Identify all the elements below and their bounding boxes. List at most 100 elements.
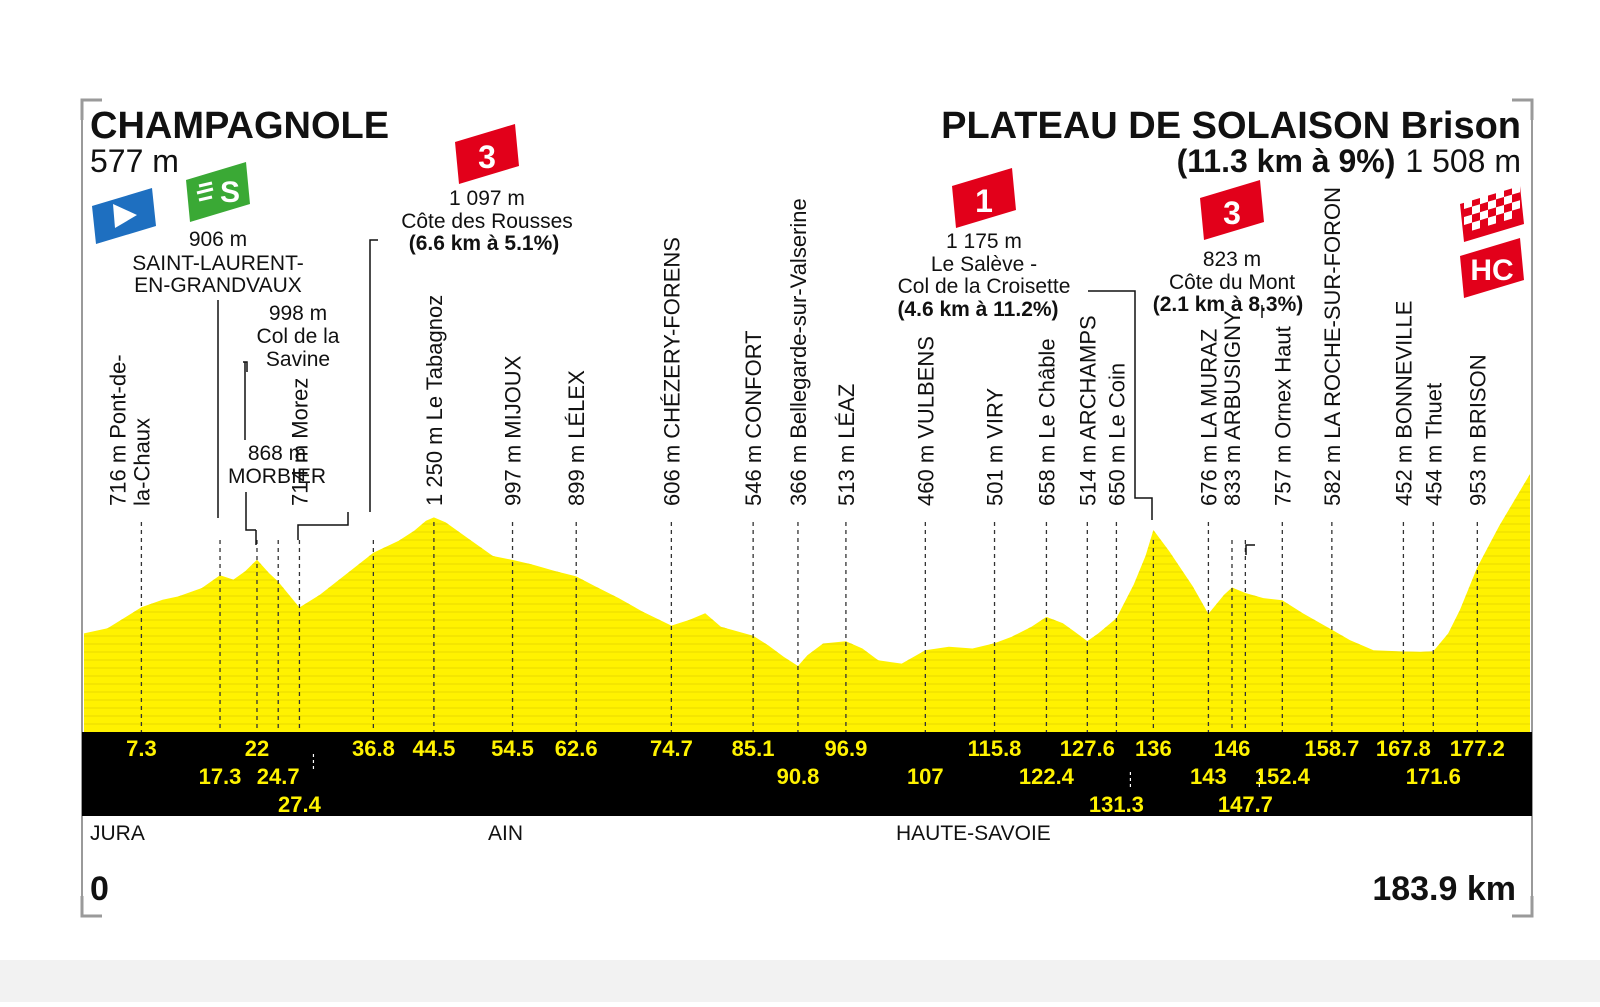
annotation-savine: 998 m Col de la Savine [257,302,340,371]
km-label: 85.1 [732,736,775,761]
finish-altitude: 1 508 m [1405,143,1521,179]
vertical-town-label-line: 757 m Ornex Haut [1270,326,1295,506]
km-label: 152.4 [1255,764,1311,789]
hc-badge-label: HC [1470,254,1513,287]
finish-checkered-flag-icon [1460,184,1524,242]
km-band-ticks [312,754,1260,790]
sprint-badge-label: S [220,176,240,209]
annotation-mont: 823 m Côte du Mont (2.1 km à 8.3%) [1153,248,1304,316]
vertical-town-label-line: 833 m ARBUSIGNY [1220,310,1245,506]
km-label: 17.3 [199,764,242,789]
km-band [82,732,1532,816]
start-name: CHAMPAGNOLE [90,105,389,147]
vertical-town-label-line: 658 m Le Châble [1034,338,1059,506]
vertical-town-label-line: 714 m Morez [287,378,312,506]
km-label: 44.5 [412,736,455,761]
checker-square [1496,188,1504,200]
km-label: 7.3 [126,736,157,761]
checker-square [1488,199,1496,210]
vertical-town-label: 1 250 m Le Tabagnoz [422,295,447,506]
km-label: 96.9 [824,736,867,761]
annotation-morbier: 868 m MORBIER [228,442,326,488]
cat3-badge-rousses-label: 3 [478,139,496,175]
km-label: 27.4 [278,792,322,817]
vertical-town-label: 997 m MIJOUX [501,355,526,506]
km-label: 177.2 [1450,736,1505,761]
checker-square [1496,204,1504,216]
vertical-town-label-line: 1 250 m Le Tabagnoz [422,295,447,506]
checker-square [1512,184,1520,195]
savine-line2: Savine [266,348,330,371]
vertical-town-label-line: 997 m MIJOUX [501,355,526,506]
profile-area [84,474,1530,732]
vertical-town-label-line: 546 m CONFORT [741,330,766,506]
vertical-town-label: 501 m VIRY [983,387,1008,506]
hc-badge-icon: HC [1460,238,1524,298]
vertical-town-label-line: 514 m ARCHAMPS [1075,315,1100,506]
annotation-saleve: 1 175 m Le Salève - Col de la Croisette … [897,230,1070,321]
saleve-altitude: 1 175 m [946,230,1022,253]
vertical-town-label: 757 m Ornex Haut [1270,326,1295,506]
finish-climb: (11.3 km à 9%) [1177,143,1396,179]
km-label: 146 [1214,736,1251,761]
checker-square [1504,194,1512,206]
km-label: 36.8 [352,736,395,761]
region-jura: JURA [90,822,145,845]
vertical-town-label-line: 650 m Le Coin [1104,363,1129,506]
distance-total: 183.9 km [1372,870,1516,908]
vertical-town-label: 650 m Le Coin [1104,363,1129,506]
vertical-town-label: 714 m Morez [287,378,312,506]
vertical-town-label: 513 m LÉAZ [834,384,859,506]
vertical-town-label: 676 m LA MURAZ [1196,329,1221,506]
vertical-town-label: 606 m CHÉZERY-FORENS [659,237,684,506]
vertical-town-label-line: 953 m BRISON [1465,354,1490,506]
vertical-town-label-line: 582 m LA ROCHE-SUR-FORON [1320,187,1345,506]
morbier-altitude: 868 m [248,442,306,465]
vertical-town-label-line: 676 m LA MURAZ [1196,329,1221,506]
saleve-climb: (4.6 km à 11.2%) [897,298,1058,321]
rousses-climb: (6.6 km à 5.1%) [409,232,560,255]
finish-line: (11.3 km à 9%) 1 508 m [1177,143,1521,179]
km-label: 24.7 [257,764,300,789]
region-haute-savoie: HAUTE-SAVOIE [896,822,1051,845]
vertical-town-label-line: 452 m BONNEVILLE [1391,301,1416,506]
mont-altitude: 823 m [1203,248,1261,271]
checker-square [1480,209,1488,221]
vertical-town-label: 452 m BONNEVILLE [1391,301,1416,506]
cat3-badge-mont-icon: 3 [1200,180,1264,240]
km-label: 74.7 [650,736,693,761]
checker-square [1464,214,1472,225]
vertical-town-label: 546 m CONFORT [741,330,766,506]
km-label: 167.8 [1376,736,1431,761]
vertical-town-label-line: la-Chaux [129,418,154,506]
checker-square [1480,193,1488,205]
start-altitude: 577 m [90,143,179,179]
mont-climb: (2.1 km à 8.3%) [1153,293,1304,316]
bottom-strip [0,960,1600,1002]
cat1-badge-saleve-icon: 1 [952,168,1016,228]
km-label: 147.7 [1218,792,1273,817]
profile-area-group [84,474,1530,732]
vertical-town-label: 833 m ARBUSIGNY [1220,310,1245,506]
finish-name: PLATEAU DE SOLAISON Brison [941,105,1521,147]
cat3-badge-rousses-icon: 3 [455,124,519,184]
distance-start: 0 [90,870,109,908]
rousses-name: Côte des Rousses [401,210,573,233]
cat3-badge-mont-label: 3 [1223,195,1241,231]
checker-square [1488,215,1496,226]
savine-altitude: 998 m [269,302,327,325]
leader-lines [217,239,1263,555]
rousses-altitude: 1 097 m [449,187,525,210]
saleve-line2: Col de la Croisette [898,275,1071,298]
region-ain: AIN [488,822,523,845]
saint-laurent-line1: SAINT-LAURENT- [132,252,304,275]
vertical-town-label-line: 501 m VIRY [983,387,1008,506]
vertical-town-label: 658 m Le Châble [1034,338,1059,506]
vertical-town-label: 953 m BRISON [1465,354,1490,506]
km-label: 62.6 [555,736,598,761]
km-label: 131.3 [1089,792,1144,817]
checker-square [1504,210,1512,222]
vertical-town-label-line: 366 m Bellegarde-sur-Valserine [786,198,811,506]
checker-square [1512,200,1520,211]
